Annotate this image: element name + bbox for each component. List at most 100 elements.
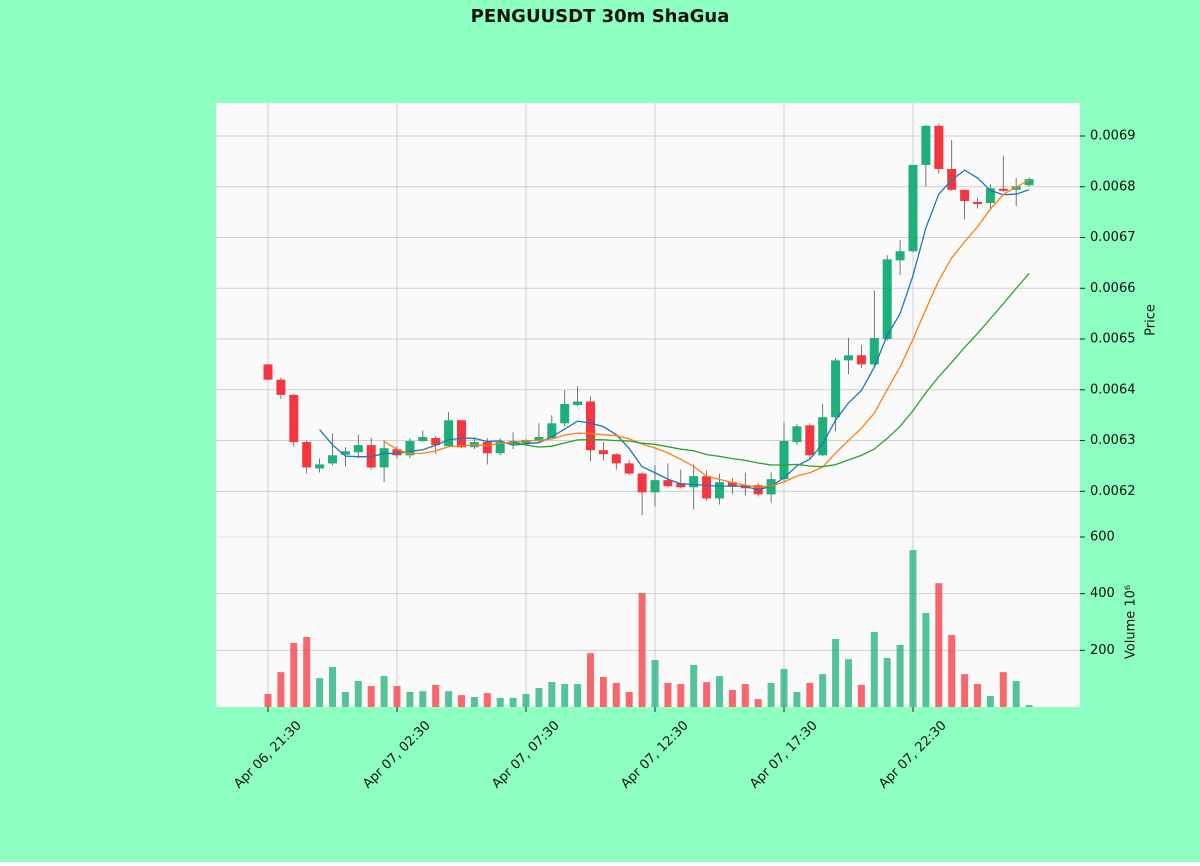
candle-body bbox=[715, 482, 724, 499]
y-tick-label: 0.0068 bbox=[1090, 179, 1136, 194]
candle-body bbox=[650, 480, 660, 493]
volume-bar bbox=[574, 684, 582, 707]
volume-bar bbox=[728, 690, 736, 707]
candle-body bbox=[534, 437, 544, 441]
volume-bar bbox=[393, 686, 401, 707]
volume-bar bbox=[986, 695, 994, 707]
volume-bar bbox=[264, 693, 272, 707]
volume-bar bbox=[896, 644, 904, 707]
volume-bar bbox=[367, 686, 375, 707]
moving-average-line bbox=[383, 179, 1030, 488]
volume-bar bbox=[999, 672, 1007, 707]
y-tick-label: 0.0067 bbox=[1090, 230, 1136, 245]
volume-bar bbox=[677, 684, 685, 707]
candle-body bbox=[895, 251, 905, 261]
candle-body bbox=[805, 425, 815, 456]
volume-bar bbox=[599, 676, 607, 707]
candle-body bbox=[289, 394, 299, 443]
candle-body bbox=[1011, 186, 1021, 190]
candle-body bbox=[689, 476, 699, 488]
volume-bar bbox=[922, 612, 930, 707]
volume-bar bbox=[948, 635, 956, 707]
y-tick-label: 0.0064 bbox=[1090, 382, 1136, 397]
volume-bar bbox=[535, 688, 543, 707]
candle-body bbox=[624, 463, 634, 474]
volume-bar bbox=[961, 674, 969, 707]
volume-bar bbox=[496, 697, 504, 707]
volume-bar bbox=[1025, 705, 1033, 707]
candle-body bbox=[973, 201, 982, 205]
candle-body bbox=[328, 455, 337, 464]
candle-body bbox=[315, 464, 325, 469]
volume-bar bbox=[819, 674, 827, 707]
candle-body bbox=[676, 483, 686, 488]
candle-body bbox=[998, 188, 1008, 191]
candle-body bbox=[405, 441, 415, 456]
candle-body bbox=[663, 480, 673, 487]
volume-bar bbox=[793, 691, 801, 707]
chart-title: PENGUUSDT 30m ShaGua bbox=[471, 6, 730, 27]
candle-body bbox=[560, 404, 570, 424]
volume-bar bbox=[883, 657, 891, 707]
candle-body bbox=[263, 364, 273, 380]
candle-body bbox=[779, 441, 789, 480]
volume-bar bbox=[690, 665, 698, 707]
volume-bar bbox=[509, 697, 517, 707]
y-tick-label: 0.0069 bbox=[1090, 128, 1136, 143]
candle-body bbox=[869, 338, 879, 365]
candle-body bbox=[611, 454, 621, 464]
y-tick-label: 0.0066 bbox=[1090, 281, 1136, 296]
volume-bar bbox=[380, 676, 388, 707]
candle-body bbox=[844, 355, 853, 361]
candle-body bbox=[818, 417, 828, 456]
candle-body bbox=[934, 125, 944, 169]
volume-bar bbox=[419, 691, 427, 707]
candle-body bbox=[418, 437, 428, 442]
volume-bar bbox=[909, 550, 917, 707]
volume-bar bbox=[277, 672, 285, 707]
candle-body bbox=[353, 445, 363, 453]
volume-bar bbox=[935, 583, 943, 707]
volume-bar bbox=[354, 680, 362, 707]
plot-area bbox=[216, 103, 1080, 707]
candle-body bbox=[276, 379, 286, 395]
volume-bar bbox=[1012, 680, 1020, 707]
candle-body bbox=[573, 401, 583, 406]
volume-bar bbox=[561, 684, 569, 707]
candle-body bbox=[985, 188, 995, 203]
volume-bar bbox=[832, 639, 840, 707]
candle-body bbox=[1024, 179, 1034, 186]
candle-body bbox=[702, 476, 712, 499]
volume-bar bbox=[522, 693, 530, 707]
volume-bar bbox=[316, 678, 324, 707]
volume-bar bbox=[341, 691, 349, 707]
y-tick-label: 0.0065 bbox=[1090, 332, 1136, 347]
volume-tick-label: 600 bbox=[1090, 530, 1115, 545]
candle-body bbox=[637, 473, 647, 493]
candle-body bbox=[457, 420, 466, 448]
volume-bar bbox=[470, 697, 478, 707]
candle-body bbox=[482, 442, 492, 454]
candle-body bbox=[831, 360, 841, 418]
volume-bar bbox=[651, 659, 659, 707]
candle-body bbox=[598, 450, 608, 455]
volume-bar bbox=[625, 691, 633, 707]
candle-body bbox=[882, 259, 892, 340]
candle-body bbox=[960, 189, 970, 201]
volume-bar bbox=[406, 691, 414, 707]
volume-bar bbox=[754, 699, 762, 707]
volume-bar bbox=[703, 682, 711, 707]
volume-tick-label: 400 bbox=[1090, 586, 1115, 601]
candle-body bbox=[727, 482, 737, 487]
candle-body bbox=[340, 451, 350, 455]
volume-bar bbox=[974, 684, 981, 707]
volume-bar bbox=[767, 682, 775, 707]
candle-body bbox=[547, 423, 557, 439]
y-axis-label: Price bbox=[1144, 304, 1159, 336]
volume-bar bbox=[432, 684, 440, 707]
candle-body bbox=[792, 426, 802, 443]
volume-bar bbox=[303, 637, 311, 707]
volume-bar bbox=[780, 669, 788, 707]
volume-bar bbox=[445, 691, 453, 707]
